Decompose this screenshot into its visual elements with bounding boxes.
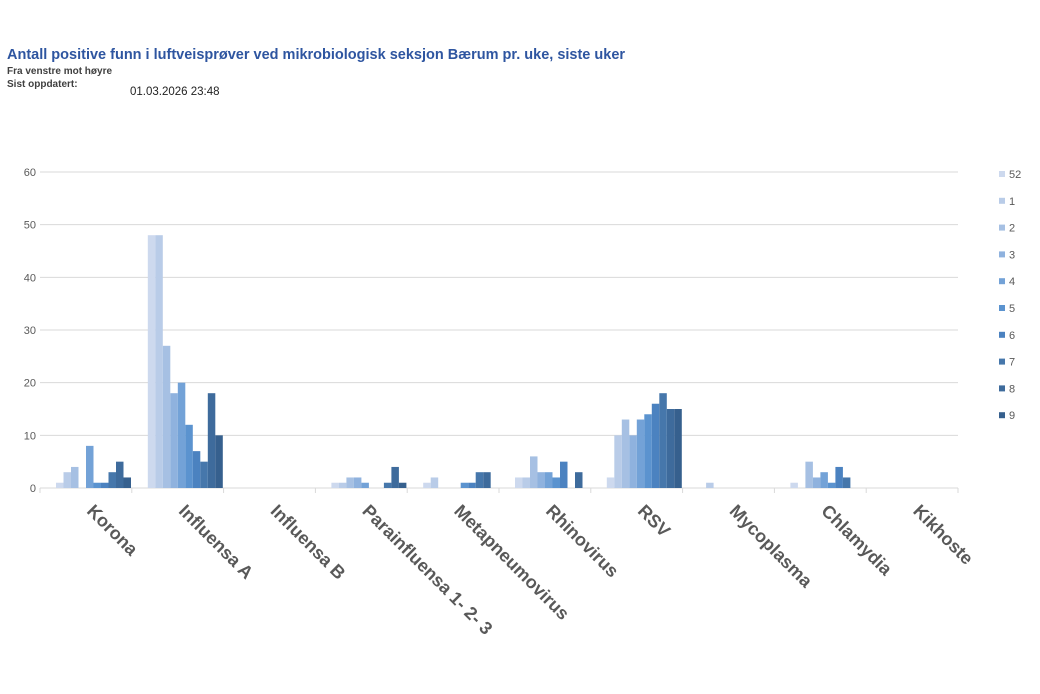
legend-label: 52 [1009, 169, 1021, 181]
bar-rsv-week-5 [644, 414, 652, 488]
bar-rsv-week-52 [606, 477, 615, 488]
bar-parainfluensa-1-2-3-week-1 [338, 482, 347, 488]
bar-chlamydia-week-2 [805, 461, 813, 488]
legend-swatch [999, 331, 1005, 338]
bar-influensa-a-week-6 [192, 451, 201, 488]
bar-parainfluensa-1-2-3-week-9 [398, 482, 407, 488]
legend-label: 2 [1009, 223, 1015, 235]
y-tick-label: 20 [24, 378, 36, 390]
legend-label: 4 [1009, 276, 1015, 288]
bar-korona-week-4 [86, 445, 94, 488]
bar-parainfluensa-1-2-3-week-4 [361, 482, 369, 488]
y-tick-label: 60 [24, 167, 36, 179]
bar-rsv-week-8 [666, 409, 675, 488]
bar-influensa-a-week-5 [185, 424, 193, 488]
y-tick-label: 40 [24, 272, 36, 284]
y-tick-label: 50 [24, 220, 36, 232]
bar-chlamydia-week-7 [842, 477, 851, 488]
bar-korona-week-9 [123, 477, 131, 488]
bar-rsv-week-6 [651, 403, 660, 488]
bar-parainfluensa-1-2-3-week-3 [353, 477, 362, 488]
category-label: RSV [634, 501, 674, 541]
y-tick-label: 10 [24, 430, 36, 442]
bar-korona-week-52 [56, 482, 64, 488]
bar-rhinovirus-week-5 [552, 477, 560, 488]
legend-label: 8 [1009, 383, 1015, 395]
bar-mycoplasma-week-1 [706, 482, 714, 488]
legend-swatch [999, 251, 1005, 258]
bar-rhinovirus-week-8 [575, 472, 583, 488]
bar-rsv-week-3 [629, 435, 637, 488]
category-label: Kikhoste [909, 501, 977, 569]
bar-parainfluensa-1-2-3-week-7 [383, 482, 392, 488]
chart-subtitle: Fra venstre mot høyre [7, 66, 113, 77]
bar-rsv-week-7 [659, 393, 667, 488]
category-label: Influensa B [267, 501, 350, 584]
bar-chlamydia-week-4 [820, 472, 828, 488]
legend-swatch [999, 197, 1005, 204]
chart-title: Antall positive funn i luftveisprøver ve… [7, 47, 626, 63]
legend-label: 5 [1009, 303, 1015, 315]
bar-rsv-week-4 [636, 419, 645, 488]
bar-korona-week-6 [101, 482, 109, 488]
legend-swatch [999, 171, 1005, 177]
legend-swatch [999, 358, 1005, 365]
bar-parainfluensa-1-2-3-week-52 [331, 482, 339, 488]
bar-influensa-a-week-1 [155, 235, 163, 488]
bar-influensa-a-week-8 [207, 393, 216, 488]
y-tick-label: 0 [30, 483, 36, 495]
bar-korona-week-8 [116, 461, 124, 488]
bar-metapneumovirus-week-8 [483, 472, 491, 488]
bar-chlamydia-week-6 [835, 466, 843, 488]
bar-influensa-a-week-52 [147, 235, 156, 488]
bar-rhinovirus-week-3 [537, 472, 545, 488]
legend-swatch [999, 278, 1005, 285]
bar-metapneumovirus-week-7 [475, 472, 484, 488]
category-label: Rhinovirus [542, 501, 623, 582]
legend-swatch [999, 412, 1005, 419]
y-tick-label: 30 [24, 325, 36, 337]
bar-parainfluensa-1-2-3-week-8 [391, 466, 399, 488]
bar-korona-week-5 [93, 482, 101, 488]
bar-metapneumovirus-week-52 [423, 482, 431, 488]
bar-korona-week-2 [71, 466, 79, 488]
bar-influensa-a-week-4 [177, 382, 186, 488]
legend-swatch [999, 224, 1005, 231]
legend-swatch [999, 385, 1005, 392]
bar-metapneumovirus-week-5 [460, 482, 469, 488]
bar-influensa-a-week-3 [170, 393, 178, 488]
bar-parainfluensa-1-2-3-week-2 [346, 477, 354, 488]
legend-label: 1 [1009, 196, 1015, 208]
bar-rhinovirus-week-4 [545, 472, 553, 488]
legend-swatch [999, 305, 1005, 311]
legend-label: 3 [1009, 249, 1015, 261]
bar-metapneumovirus-week-1 [430, 477, 439, 488]
bar-rhinovirus-week-2 [530, 456, 538, 488]
bar-rhinovirus-week-1 [522, 477, 530, 488]
bar-influensa-a-week-9 [215, 435, 223, 488]
bar-korona-week-1 [63, 472, 71, 488]
bar-chlamydia-week-3 [812, 477, 821, 488]
bar-rhinovirus-week-52 [515, 477, 523, 488]
last-updated-value: 01.03.2026 23:48 [130, 86, 220, 98]
category-label: Mycoplasma [726, 501, 817, 592]
legend-label: 9 [1009, 410, 1015, 422]
legend-label: 6 [1009, 330, 1015, 342]
bar-rsv-week-2 [621, 419, 630, 488]
bar-korona-week-7 [108, 472, 116, 488]
category-label: Chlamydia [817, 501, 896, 580]
category-label: Influensa A [175, 501, 257, 583]
category-label: Korona [83, 501, 142, 560]
bar-metapneumovirus-week-6 [468, 482, 476, 488]
bar-rhinovirus-week-6 [560, 461, 568, 488]
bar-influensa-a-week-7 [200, 461, 208, 488]
bar-influensa-a-week-2 [162, 345, 171, 488]
bar-chlamydia-week-52 [790, 482, 798, 488]
bar-rsv-week-9 [674, 409, 682, 488]
bar-rsv-week-1 [614, 435, 622, 488]
legend-label: 7 [1009, 357, 1015, 369]
last-updated-label: Sist oppdatert: [7, 79, 78, 90]
bar-chlamydia-week-5 [827, 482, 836, 488]
